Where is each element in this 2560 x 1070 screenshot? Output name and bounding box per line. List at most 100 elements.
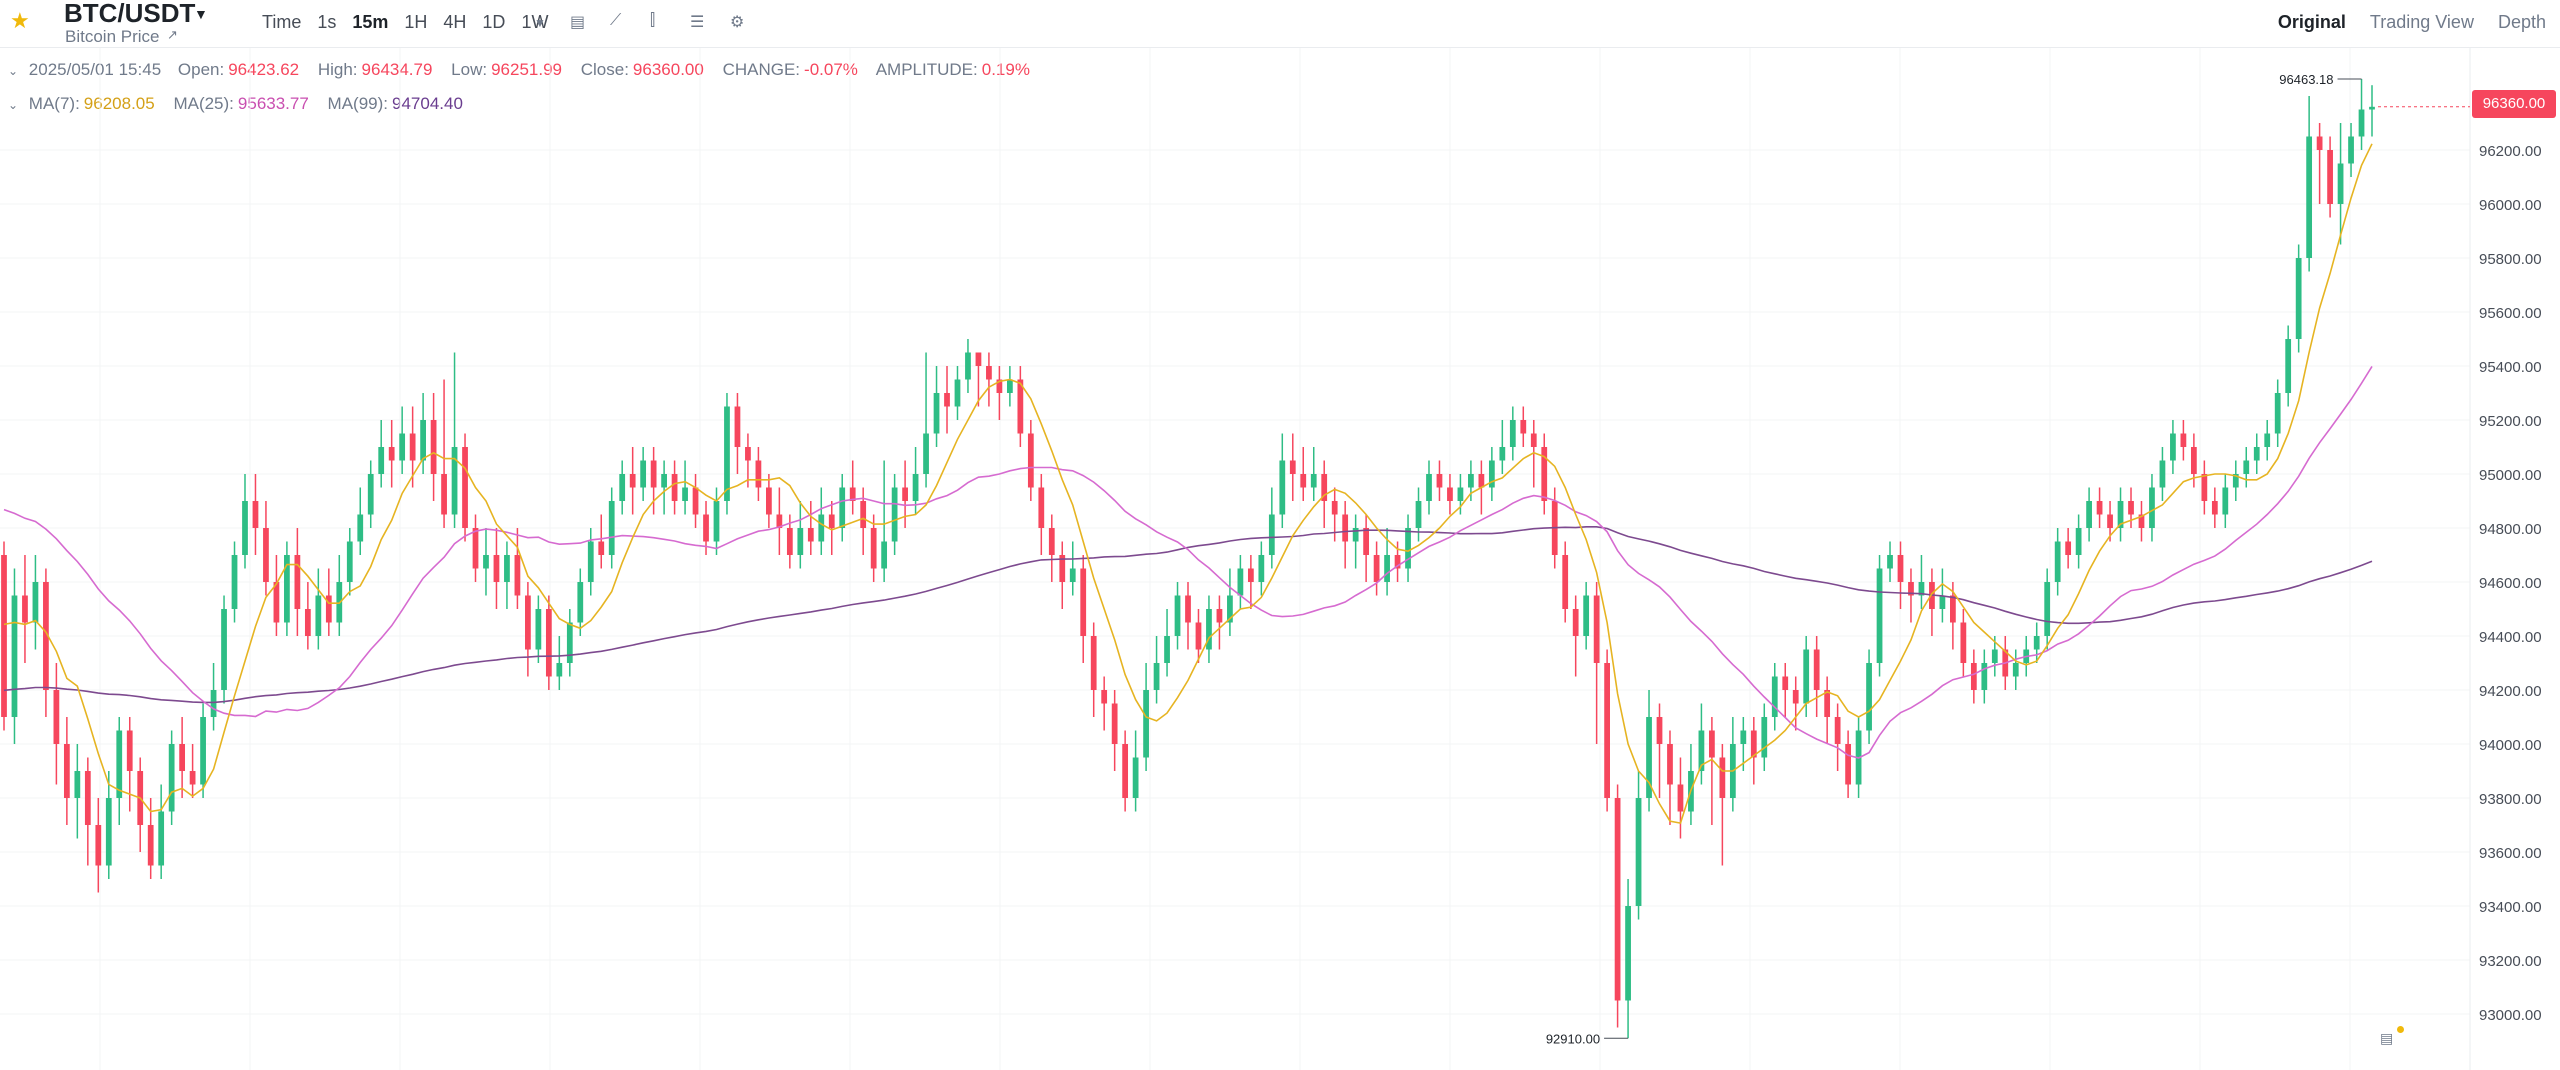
interval-1w[interactable]: 1W — [521, 12, 549, 32]
notification-dot — [2397, 1026, 2404, 1033]
candlestick-chart[interactable]: 96200.00 96000.00 95800.00 95600.00 95400.00… — [0, 48, 2560, 1070]
calendar-icon[interactable]: ▤ — [570, 14, 586, 31]
candle-body — [1352, 528, 1359, 542]
candle-body — [996, 379, 1003, 393]
candle-body — [2243, 460, 2250, 474]
view-depth[interactable]: Depth — [2497, 12, 2546, 32]
candle-body — [493, 555, 500, 582]
ma7-label: MA(7): — [28, 94, 80, 113]
candle-body — [462, 447, 468, 528]
candle-body — [1803, 649, 1810, 704]
candle-body — [954, 379, 961, 407]
candle-body — [1845, 744, 1851, 785]
candle-body — [1541, 447, 1548, 501]
candle-body — [1635, 798, 1642, 906]
ma99-line — [3, 525, 2373, 704]
candle-body — [944, 393, 950, 407]
interval-time[interactable]: Time — [262, 12, 302, 32]
candle-body — [1604, 663, 1610, 798]
candle-body — [451, 447, 458, 515]
candle-body — [881, 541, 888, 569]
candle-body — [1132, 757, 1139, 798]
pair-dropdown-icon[interactable]: ▼ — [194, 6, 208, 22]
favorite-star-icon[interactable]: ★ — [10, 8, 30, 33]
candle-body — [1740, 730, 1747, 744]
candle-body — [514, 555, 521, 596]
interval-1h[interactable]: 1H — [404, 12, 428, 32]
interval-1d[interactable]: 1D — [482, 12, 506, 32]
ma99-value: 94704.40 — [392, 94, 463, 113]
candle-body — [273, 582, 280, 623]
candle-body — [776, 514, 783, 528]
chart-type-icon[interactable]: ⫿ — [650, 12, 656, 29]
candle-body — [483, 555, 489, 569]
interval-selector: Time 1s 15m 1H 4H 1D 1W — [254, 12, 556, 33]
candle-body — [147, 825, 154, 866]
candle-body — [357, 514, 364, 542]
interval-4h[interactable]: 4H — [443, 12, 467, 32]
y-tick-label: 94000.00 — [2479, 737, 2542, 754]
candle-body — [441, 474, 447, 515]
candle-body — [1310, 474, 1317, 488]
candle-body — [577, 582, 584, 623]
candle-body — [126, 730, 133, 771]
candle-body — [1300, 474, 1307, 488]
candle-body — [1939, 595, 1946, 609]
candle-body — [1415, 501, 1422, 528]
y-tick-label: 94400.00 — [2479, 629, 2542, 646]
candle-body — [2170, 433, 2176, 461]
ma25-label: MA(25): — [173, 94, 234, 113]
candle-body — [231, 555, 238, 609]
candle-body — [1572, 609, 1579, 636]
data-panel-icon[interactable]: ▤ — [2380, 1030, 2394, 1046]
indicator-icon[interactable]: ⟋ — [610, 12, 622, 29]
candle-body — [2295, 258, 2302, 339]
view-switcher: Original Trading View Depth — [2268, 12, 2560, 33]
candle-body — [2348, 136, 2354, 164]
candle-body — [2159, 460, 2166, 488]
candle-body — [986, 366, 992, 380]
candle-body — [1122, 744, 1129, 798]
candle-body — [1583, 595, 1590, 636]
candle-body — [304, 609, 311, 636]
interval-1s[interactable]: 1s — [317, 12, 337, 32]
candle-body — [2117, 501, 2124, 528]
candle-body — [200, 717, 206, 785]
candle-body — [116, 730, 123, 798]
interval-15m[interactable]: 15m — [352, 12, 389, 32]
ma25-line — [3, 365, 2373, 759]
candle-body — [849, 487, 856, 501]
candle-body — [1991, 649, 1998, 663]
candle-body — [1164, 636, 1170, 663]
candle-body — [294, 555, 301, 609]
ma-collapse-chevron-icon[interactable]: ⌄ — [8, 98, 19, 112]
candle-body — [168, 744, 175, 812]
candle-body — [1782, 676, 1789, 690]
candle-body — [912, 474, 919, 501]
candle-body — [535, 609, 542, 650]
candle-body — [189, 771, 196, 785]
candle-body — [1950, 595, 1956, 623]
candle-body — [1227, 595, 1233, 623]
more-intervals-chevron-down-icon[interactable]: ▼ — [534, 16, 546, 30]
y-tick-label: 93200.00 — [2479, 953, 2542, 970]
ma99-label: MA(99): — [327, 94, 389, 113]
candle-body — [325, 595, 332, 623]
candle-body — [1887, 555, 1893, 569]
candle-body — [860, 501, 867, 528]
candle-body — [839, 487, 846, 528]
candle-body — [2065, 541, 2072, 555]
external-link-icon[interactable]: ↗ — [167, 27, 178, 42]
settings-gear-icon[interactable]: ⚙ — [730, 14, 745, 31]
view-trading-view[interactable]: Trading View — [2369, 12, 2474, 32]
view-original[interactable]: Original — [2277, 12, 2346, 32]
candle-body — [525, 595, 531, 650]
pair-subtitle-link[interactable]: Bitcoin Price — [65, 27, 160, 46]
pair-selector[interactable]: BTC/USDT — [64, 0, 196, 28]
candle-body — [284, 555, 290, 623]
amplitude-label: AMPLITUDE: — [875, 60, 978, 79]
collapse-chevron-icon[interactable]: ⌄ — [8, 64, 19, 78]
drawing-tools-icon[interactable]: ☰ — [690, 14, 705, 31]
candle-body — [2358, 109, 2365, 137]
